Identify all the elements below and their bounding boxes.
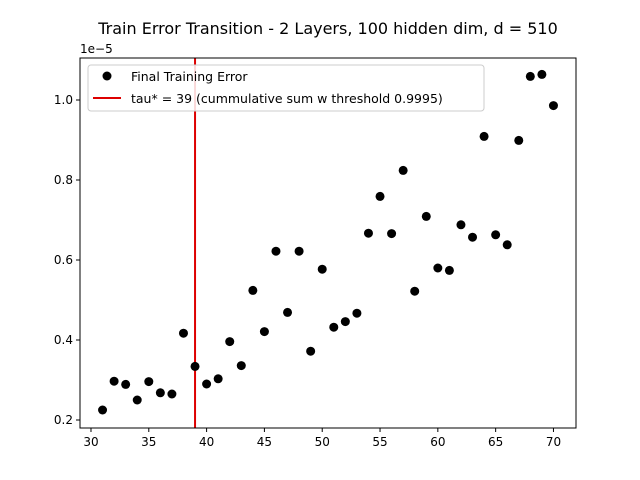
x-tick-label: 45 (257, 435, 272, 449)
data-point (155, 388, 165, 398)
data-point (236, 361, 246, 371)
legend: Final Training Error tau* = 39 (cummulat… (87, 64, 485, 112)
data-point (479, 131, 489, 141)
x-tick-label: 30 (83, 435, 98, 449)
data-point (444, 265, 454, 275)
data-point (98, 405, 108, 415)
chart-title: Train Error Transition - 2 Layers, 100 h… (97, 19, 558, 38)
x-tick-label: 70 (546, 435, 561, 449)
data-point (421, 211, 431, 221)
data-point (109, 376, 119, 386)
x-tick-label: 50 (315, 435, 330, 449)
data-point (410, 286, 420, 296)
data-point (259, 327, 269, 337)
data-point (132, 395, 142, 405)
y-tick-label: 0.4 (54, 333, 73, 347)
plot-area (98, 58, 558, 428)
data-point (306, 346, 316, 356)
data-point (548, 101, 558, 111)
y-tick-label: 0.8 (54, 173, 73, 187)
y-tick-label: 0.6 (54, 253, 73, 267)
legend-marker-scatter (102, 71, 112, 81)
x-tick-label: 35 (141, 435, 156, 449)
data-point (502, 240, 512, 250)
data-point (398, 165, 408, 175)
data-point (178, 328, 188, 338)
data-point (202, 379, 212, 389)
data-point (468, 232, 478, 242)
data-point (248, 285, 258, 295)
data-point (340, 317, 350, 327)
y-tick-label: 0.2 (54, 413, 73, 427)
data-point (271, 246, 281, 256)
data-point (225, 337, 235, 347)
data-point (213, 374, 223, 384)
data-point (433, 263, 443, 273)
data-point (363, 228, 373, 238)
data-point (375, 191, 385, 201)
data-point (525, 71, 535, 81)
data-point (491, 230, 501, 240)
x-tick-label: 60 (430, 435, 445, 449)
data-point (167, 389, 177, 399)
x-tick-label: 55 (372, 435, 387, 449)
data-point (456, 220, 466, 230)
data-point (283, 307, 293, 317)
data-point (514, 135, 524, 145)
x-tick-label: 65 (488, 435, 503, 449)
data-point (537, 69, 547, 79)
y-tick-label: 1.0 (54, 93, 73, 107)
legend-label-vline: tau* = 39 (cummulative sum w threshold 0… (131, 91, 443, 106)
data-point (190, 361, 200, 371)
axis-ticks: 30 35 40 45 50 55 60 65 70 0.2 0.4 0.6 0.8 1.0 (54, 93, 561, 449)
y-offset-label: 1e−5 (80, 42, 113, 56)
data-point (294, 246, 304, 256)
data-point (329, 322, 339, 332)
x-tick-label: 40 (199, 435, 214, 449)
data-point (317, 264, 327, 274)
data-point (387, 229, 397, 239)
data-point (121, 379, 131, 389)
legend-label-scatter: Final Training Error (131, 69, 248, 84)
axes-frame (79, 57, 577, 429)
data-point (144, 377, 154, 387)
data-point (352, 308, 362, 318)
legend-box (87, 64, 485, 112)
